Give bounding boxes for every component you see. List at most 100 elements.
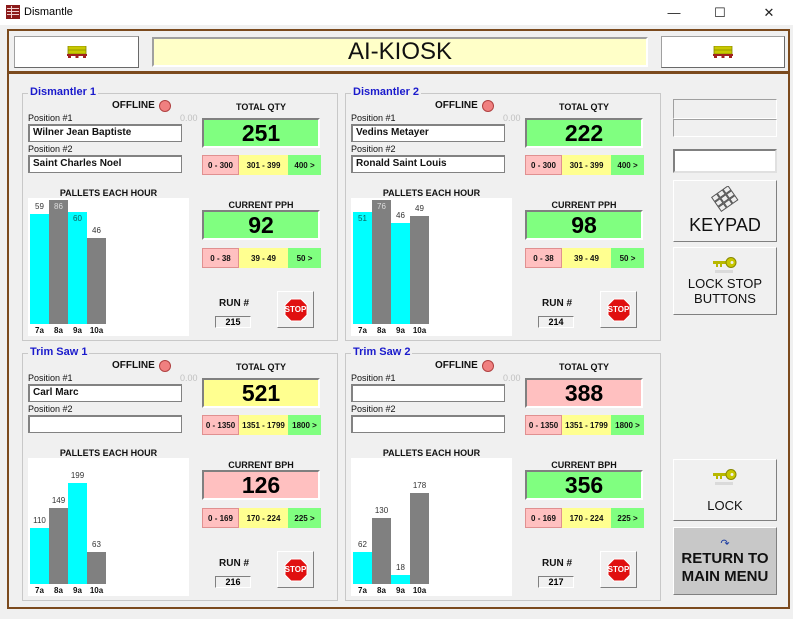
- keypad-icon: [711, 186, 739, 212]
- minimize-icon: —: [667, 5, 681, 20]
- lock-button[interactable]: LOCK: [673, 459, 777, 521]
- run-number-label: RUN #: [219, 298, 250, 309]
- position-2-field[interactable]: [28, 415, 182, 433]
- maximize-button[interactable]: ☐: [697, 0, 743, 25]
- chart-x-label: 9a: [396, 586, 405, 595]
- total-qty-value: 222: [525, 118, 643, 148]
- position-1-label: Position #1: [28, 113, 73, 123]
- run-number-value: 215: [215, 316, 251, 328]
- position-1-label: Position #1: [351, 113, 396, 123]
- range-mid: 301 - 399: [562, 155, 611, 175]
- total-qty-value: 388: [525, 378, 643, 408]
- pallets-each-hour-chart: 59 7a 86 8a 60 9a 46 10a: [28, 198, 189, 336]
- station-dismantler-2: Dismantler 2 OFFLINE Position #1 0.00 Ve…: [345, 86, 661, 341]
- chart-bar: [391, 575, 410, 584]
- chart-bar-value: 178: [412, 481, 427, 490]
- stop-sign-icon: [284, 298, 307, 321]
- header-right-button[interactable]: [661, 36, 785, 68]
- chart-bar: [391, 223, 410, 324]
- chart-bar: [353, 552, 372, 584]
- stop-sign-icon: [607, 558, 630, 581]
- lock-label: LOCK: [707, 497, 743, 513]
- chart-bar: [68, 483, 87, 584]
- range-low: 0 - 38: [525, 248, 562, 268]
- close-icon: ✕: [763, 4, 775, 20]
- chart-x-label: 8a: [377, 586, 386, 595]
- run-number-value: 216: [215, 576, 251, 588]
- header-left-button[interactable]: [14, 36, 139, 68]
- range-mid: 39 - 49: [239, 248, 288, 268]
- position-1-field[interactable]: Wilner Jean Baptiste: [28, 124, 182, 142]
- station-dismantler-1: Dismantler 1 OFFLINE Position #1 0.00 Wi…: [22, 86, 338, 341]
- station-title: Trim Saw 2: [351, 346, 413, 358]
- chart-bar-value: 76: [377, 202, 386, 211]
- station-trim-saw-2: Trim Saw 2 OFFLINE Position #1 0.00 Posi…: [345, 346, 661, 601]
- stop-button[interactable]: STOP: [277, 291, 314, 328]
- range-high: 1800 >: [611, 415, 644, 435]
- stop-sign-icon: [284, 558, 307, 581]
- station-title: Trim Saw 1: [28, 346, 90, 358]
- range-mid: 1351 - 1799: [239, 415, 288, 435]
- stop-button[interactable]: STOP: [600, 551, 637, 588]
- chart-x-label: 9a: [396, 326, 405, 335]
- position-2-field[interactable]: [351, 415, 505, 433]
- pallets-each-hour-chart: 110 7a 149 8a 199 9a 63 10a: [28, 458, 189, 596]
- range-low: 0 - 38: [202, 248, 239, 268]
- pallet-icon: [713, 46, 733, 58]
- stop-label: STOP: [284, 565, 307, 574]
- chart-bar: [372, 200, 391, 324]
- station-title: Dismantler 1: [28, 86, 99, 98]
- status-label: OFFLINE: [435, 100, 478, 111]
- stop-button[interactable]: STOP: [277, 551, 314, 588]
- rate-ranges: 0 - 169 170 - 224 225 >: [525, 508, 644, 528]
- status-label: OFFLINE: [112, 360, 155, 371]
- lock-stop-buttons-button[interactable]: LOCK STOP BUTTONS: [673, 247, 777, 315]
- chart-bar: [49, 508, 68, 584]
- chart-bar: [372, 518, 391, 584]
- position-2-field[interactable]: Ronald Saint Louis: [351, 155, 505, 173]
- minimize-button[interactable]: —: [651, 0, 697, 25]
- chart-bar-value: 62: [358, 540, 367, 549]
- chart-bar: [68, 212, 87, 324]
- zero-value: 0.00: [503, 113, 521, 123]
- main-frame: AI-KIOSK Dismantler 1 OFFLINE Position #…: [7, 29, 790, 609]
- chart-x-label: 7a: [358, 326, 367, 335]
- position-1-field[interactable]: Vedins Metayer: [351, 124, 505, 142]
- total-qty-value: 251: [202, 118, 320, 148]
- rate-label: CURRENT BPH: [551, 460, 617, 470]
- chart-title: PALLETS EACH HOUR: [59, 188, 158, 198]
- chart-x-label: 9a: [73, 586, 82, 595]
- status-label: OFFLINE: [435, 360, 478, 371]
- chart-bar-value: 199: [70, 471, 85, 480]
- chart-bar: [49, 200, 68, 324]
- run-number-label: RUN #: [542, 558, 573, 569]
- range-mid: 1351 - 1799: [562, 415, 611, 435]
- chart-x-label: 8a: [54, 586, 63, 595]
- stop-button[interactable]: STOP: [600, 291, 637, 328]
- run-number-value: 217: [538, 576, 574, 588]
- chart-bar: [87, 552, 106, 584]
- chart-title: PALLETS EACH HOUR: [382, 448, 481, 458]
- keypad-label: KEYPAD: [689, 215, 761, 235]
- stop-label: STOP: [607, 565, 630, 574]
- pallets-each-hour-chart: 62 7a 130 8a 18 9a 178 10a: [351, 458, 512, 596]
- keypad-button[interactable]: KEYPAD: [673, 180, 777, 242]
- return-to-main-menu-button[interactable]: ↷ RETURN TO MAIN MENU: [673, 527, 777, 595]
- header-divider: [9, 71, 788, 74]
- total-qty-label: TOTAL QTY: [235, 102, 286, 112]
- range-low: 0 - 1350: [525, 415, 562, 435]
- position-1-field[interactable]: Carl Marc: [28, 384, 182, 402]
- chart-x-label: 8a: [54, 326, 63, 335]
- chart-bar: [410, 493, 429, 584]
- chart-bar: [410, 216, 429, 324]
- position-2-label: Position #2: [351, 144, 396, 154]
- keypad-input[interactable]: [673, 149, 777, 173]
- range-low: 0 - 1350: [202, 415, 239, 435]
- position-1-field[interactable]: [351, 384, 505, 402]
- chart-x-label: 10a: [412, 326, 427, 335]
- position-2-field[interactable]: Saint Charles Noel: [28, 155, 182, 173]
- rate-label: CURRENT PPH: [551, 200, 617, 210]
- range-mid: 301 - 399: [239, 155, 288, 175]
- close-button[interactable]: ✕: [746, 0, 792, 25]
- chart-bar-value: 46: [92, 226, 101, 235]
